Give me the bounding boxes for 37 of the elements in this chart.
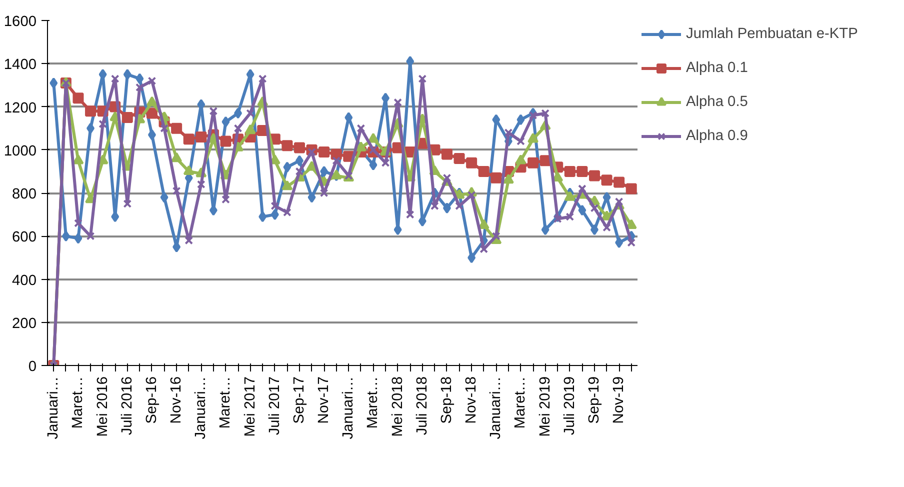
x-tick-label: Maret… [218,376,234,429]
x-tick-label: Sep-16 [144,376,160,424]
x-tick-label: Mei 2018 [390,376,406,437]
x-tick-label: Maret… [365,376,382,429]
x-tick-label: Januari… [193,376,210,440]
y-tick-label: 1600 [4,14,37,30]
legend-label: Alpha 0.5 [686,94,748,110]
x-tick-label: Mei 2016 [94,376,111,437]
legend-label: Alpha 0.1 [686,60,748,76]
x-tick-label: Sep-18 [438,376,455,424]
legend-label: Alpha 0.9 [686,128,748,144]
y-tick-label: 0 [28,359,37,375]
x-tick-label: Mei 2019 [537,376,554,437]
x-tick-label: Mei 2017 [242,376,258,437]
x-tick-label: Januari… [46,376,62,440]
x-tick-label: Nov-18 [464,376,480,424]
y-tick-label: 600 [12,230,37,246]
x-tick-label: Juli 2016 [119,376,136,436]
y-tick-label: 800 [12,186,37,202]
x-tick-label: Maret… [512,376,529,429]
x-tick-label: Maret… [70,376,86,429]
x-tick-label: Juli 2019 [562,376,578,436]
x-tick-label: Sep-17 [291,376,308,424]
y-tick-label: 1400 [4,57,37,74]
x-tick-label: Nov-17 [316,376,332,424]
x-tick-label: Januari… [488,376,504,440]
y-tick-label: 400 [12,272,37,289]
x-tick-label: Januari… [340,376,357,440]
x-tick-label: Nov-19 [611,376,628,424]
x-tick-label: Juli 2018 [414,376,430,436]
x-tick-label: Nov-16 [168,376,185,424]
legend-label: Jumlah Pembuatan e-KTP [686,26,858,42]
x-tick-label: Juli 2017 [266,376,283,436]
y-tick-label: 1200 [4,100,37,116]
y-tick-label: 200 [12,316,37,332]
y-tick-label: 1000 [4,143,37,160]
x-tick-label: Sep-19 [586,376,602,424]
